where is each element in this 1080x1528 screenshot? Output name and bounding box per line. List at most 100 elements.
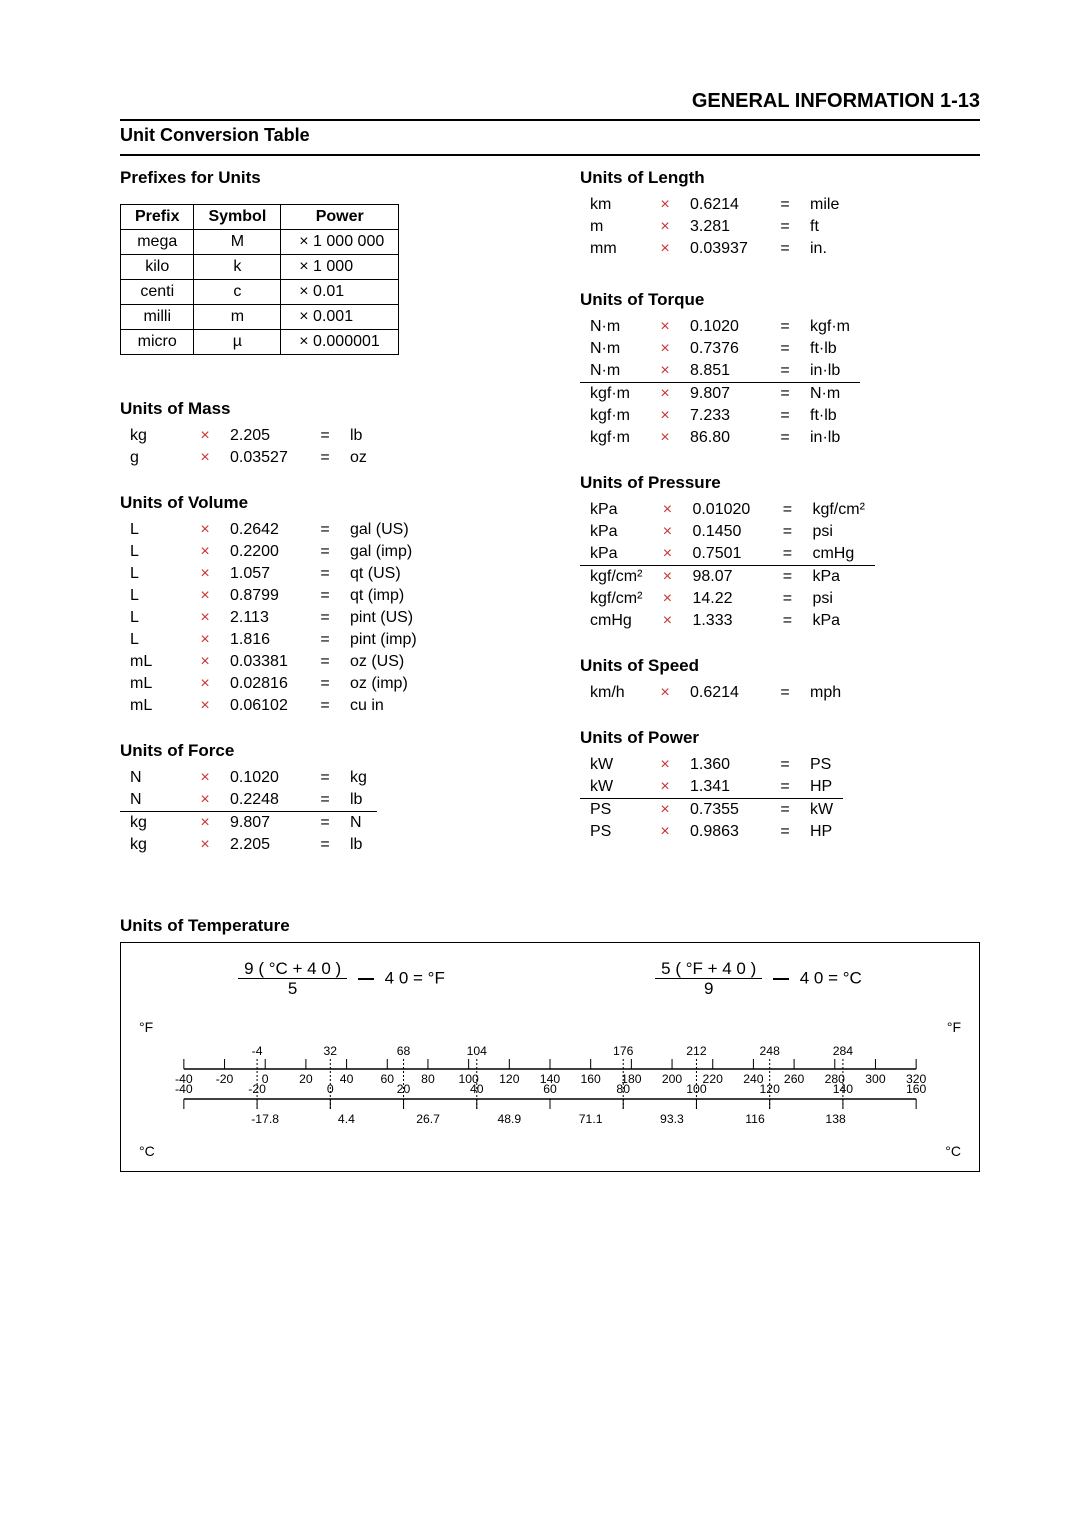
svg-text:160: 160 — [906, 1082, 927, 1096]
cell: × — [190, 673, 220, 695]
cell: × — [190, 519, 220, 541]
temperature-title: Units of Temperature — [120, 916, 980, 936]
cell: 0.2200 — [220, 541, 310, 563]
cell: mile — [800, 194, 849, 216]
cell: PS — [580, 799, 650, 822]
svg-text:-17.8: -17.8 — [251, 1112, 279, 1126]
formula-tail: 4 0 = °C — [800, 968, 862, 987]
volume-title: Units of Volume — [120, 493, 520, 513]
cell: lb — [340, 834, 377, 856]
cell: = — [770, 821, 800, 843]
cell: kgf/cm² — [802, 499, 874, 521]
cell: × — [650, 316, 680, 338]
cell: = — [770, 427, 800, 449]
cell: × — [190, 695, 220, 717]
cell: × — [190, 651, 220, 673]
cell: × — [652, 610, 682, 632]
cell: = — [310, 834, 340, 856]
cell: 0.01020 — [682, 499, 772, 521]
cell: × — [650, 194, 680, 216]
cell: × — [650, 216, 680, 238]
cell: kgf·m — [800, 316, 860, 338]
formula-c-to-f: 9 ( °C + 4 0 )5 4 0 = °F — [238, 959, 445, 999]
cell: kW — [580, 776, 650, 799]
cell: × — [652, 566, 682, 589]
formula-tail: 4 0 = °F — [385, 968, 445, 987]
cell: = — [772, 610, 802, 632]
cell: = — [772, 566, 802, 589]
cell: mL — [120, 695, 190, 717]
cell: 0.7355 — [680, 799, 770, 822]
cell: 0.1450 — [682, 521, 772, 543]
col-header: Power — [281, 205, 399, 230]
cell: = — [770, 383, 800, 406]
cell: × 0.001 — [281, 305, 399, 330]
cell: 9.807 — [680, 383, 770, 406]
formula-f-to-c: 5 ( °F + 4 0 )9 4 0 = °C — [655, 959, 862, 999]
svg-text:176: 176 — [613, 1044, 634, 1058]
cell: × — [652, 588, 682, 610]
c-label: °C — [139, 1143, 155, 1159]
cell: × — [652, 499, 682, 521]
cell: = — [772, 521, 802, 543]
cell: = — [310, 695, 340, 717]
svg-text:300: 300 — [865, 1072, 886, 1086]
cell: × — [190, 447, 220, 469]
svg-text:140: 140 — [833, 1082, 854, 1096]
cell: psi — [802, 521, 874, 543]
svg-text:120: 120 — [499, 1072, 520, 1086]
cell: 98.07 — [682, 566, 772, 589]
formula-den: 5 — [282, 979, 303, 998]
cell: 0.03381 — [220, 651, 310, 673]
svg-text:212: 212 — [686, 1044, 707, 1058]
cell: pint (US) — [340, 607, 427, 629]
col-header: Symbol — [194, 205, 281, 230]
prefixes-title: Prefixes for Units — [120, 168, 520, 188]
cell: in. — [800, 238, 849, 260]
cell: = — [770, 316, 800, 338]
svg-text:120: 120 — [760, 1082, 781, 1096]
temperature-box: 9 ( °C + 4 0 )5 4 0 = °F 5 ( °F + 4 0 )9… — [120, 942, 980, 1172]
cell: L — [120, 585, 190, 607]
temperature-ruler: °F °F °C °C -40-200204060801001201401601… — [133, 1019, 967, 1159]
svg-text:-20: -20 — [248, 1082, 266, 1096]
cell: mm — [580, 238, 650, 260]
cell: × — [650, 238, 680, 260]
cell: N·m — [580, 360, 650, 383]
cell: 1.360 — [680, 754, 770, 776]
cell: c — [194, 280, 281, 305]
cell: kPa — [802, 610, 874, 632]
cell: × — [652, 521, 682, 543]
col-header: Prefix — [121, 205, 194, 230]
cell: = — [770, 360, 800, 383]
cell: = — [310, 519, 340, 541]
cell: = — [772, 543, 802, 566]
cell: N — [120, 789, 190, 812]
cell: 0.7501 — [682, 543, 772, 566]
cell: × — [650, 754, 680, 776]
cell: 8.851 — [680, 360, 770, 383]
svg-text:80: 80 — [616, 1082, 630, 1096]
cell: kPa — [580, 521, 652, 543]
cell: µ — [194, 330, 281, 355]
cell: kg — [340, 767, 377, 789]
cell: micro — [121, 330, 194, 355]
svg-text:260: 260 — [784, 1072, 805, 1086]
cell: × — [190, 541, 220, 563]
cell: kgf·m — [580, 405, 650, 427]
cell: N — [340, 812, 377, 835]
cell: gal (US) — [340, 519, 427, 541]
svg-text:40: 40 — [340, 1072, 354, 1086]
cell: kgf·m — [580, 427, 650, 449]
svg-text:138: 138 — [825, 1112, 846, 1126]
cell: = — [770, 338, 800, 360]
cell: kgf/cm² — [580, 588, 652, 610]
svg-text:-20: -20 — [216, 1072, 234, 1086]
length-title: Units of Length — [580, 168, 980, 188]
cell: pint (imp) — [340, 629, 427, 651]
cell: km — [580, 194, 650, 216]
cell: × — [190, 629, 220, 651]
svg-text:60: 60 — [543, 1082, 557, 1096]
cell: lb — [340, 425, 377, 447]
section-title: Unit Conversion Table — [120, 125, 980, 146]
